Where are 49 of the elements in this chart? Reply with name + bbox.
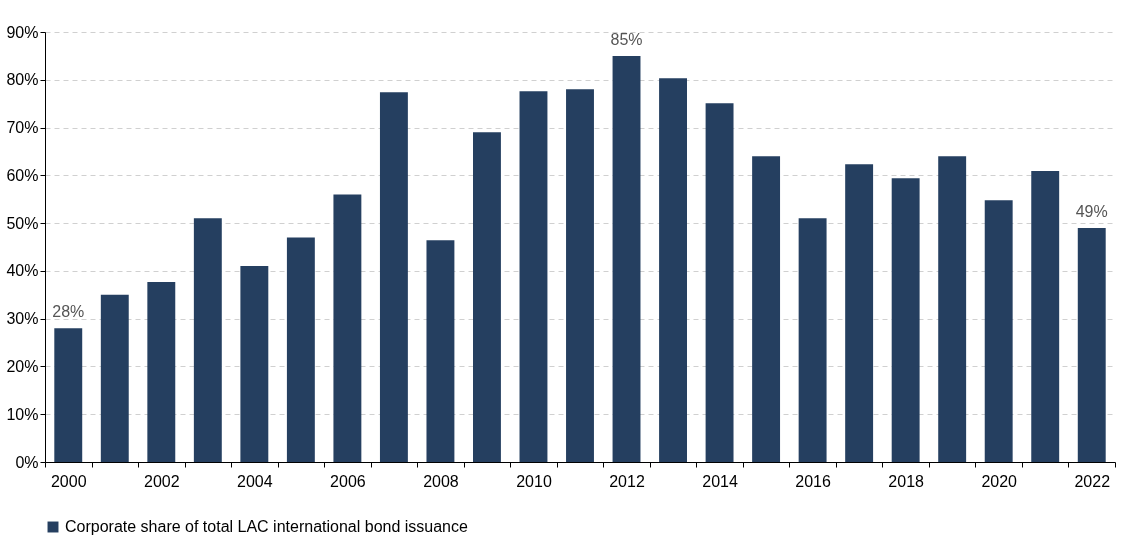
bar xyxy=(240,266,269,462)
bar xyxy=(1031,171,1060,462)
data-label: 85% xyxy=(610,30,643,48)
data-label: 49% xyxy=(1075,202,1108,220)
bar xyxy=(147,281,176,462)
y-tick-label: 30% xyxy=(6,310,39,328)
x-tick-label: 2012 xyxy=(609,472,645,490)
bar xyxy=(566,89,594,462)
y-tick-label: 0% xyxy=(15,453,39,471)
bar xyxy=(286,237,315,462)
y-tick-label: 70% xyxy=(6,119,39,137)
bar xyxy=(891,178,920,462)
bar xyxy=(333,194,362,462)
bar xyxy=(938,156,967,462)
bar xyxy=(54,328,83,462)
x-tick-label: 2004 xyxy=(237,472,273,490)
bar xyxy=(659,78,687,462)
y-tick-label: 50% xyxy=(6,214,39,232)
bar xyxy=(100,294,129,462)
bar xyxy=(1077,227,1106,462)
y-tick-label: 10% xyxy=(6,405,39,423)
x-tick-label: 2010 xyxy=(516,472,552,490)
bar xyxy=(705,103,734,462)
x-tick-label: 2008 xyxy=(423,472,459,490)
x-tick-label: 2020 xyxy=(981,472,1018,490)
x-tick-label: 2000 xyxy=(50,472,87,490)
y-tick-label: 60% xyxy=(6,166,39,184)
x-tick-label: 2016 xyxy=(795,472,832,490)
y-tick-label: 40% xyxy=(6,262,39,280)
x-tick-label: 2022 xyxy=(1074,472,1111,490)
x-tick-label: 2014 xyxy=(702,472,738,490)
y-tick-label: 90% xyxy=(6,23,39,41)
x-tick-label: 2018 xyxy=(888,472,925,490)
bar xyxy=(379,92,408,462)
bar xyxy=(193,218,222,462)
y-tick-label: 20% xyxy=(6,357,39,375)
bar xyxy=(519,91,548,462)
y-tick-label: 80% xyxy=(6,71,39,89)
legend-label: Corporate share of total LAC international bond issuance xyxy=(65,518,469,535)
bar xyxy=(752,156,781,462)
data-label: 28% xyxy=(52,303,85,321)
bar xyxy=(426,240,455,462)
x-tick-label: 2006 xyxy=(330,472,366,490)
bar xyxy=(845,164,874,462)
bar xyxy=(612,55,641,462)
bar xyxy=(984,200,1013,462)
bar xyxy=(798,218,827,462)
x-tick-label: 2002 xyxy=(144,472,180,490)
bar xyxy=(473,132,501,462)
